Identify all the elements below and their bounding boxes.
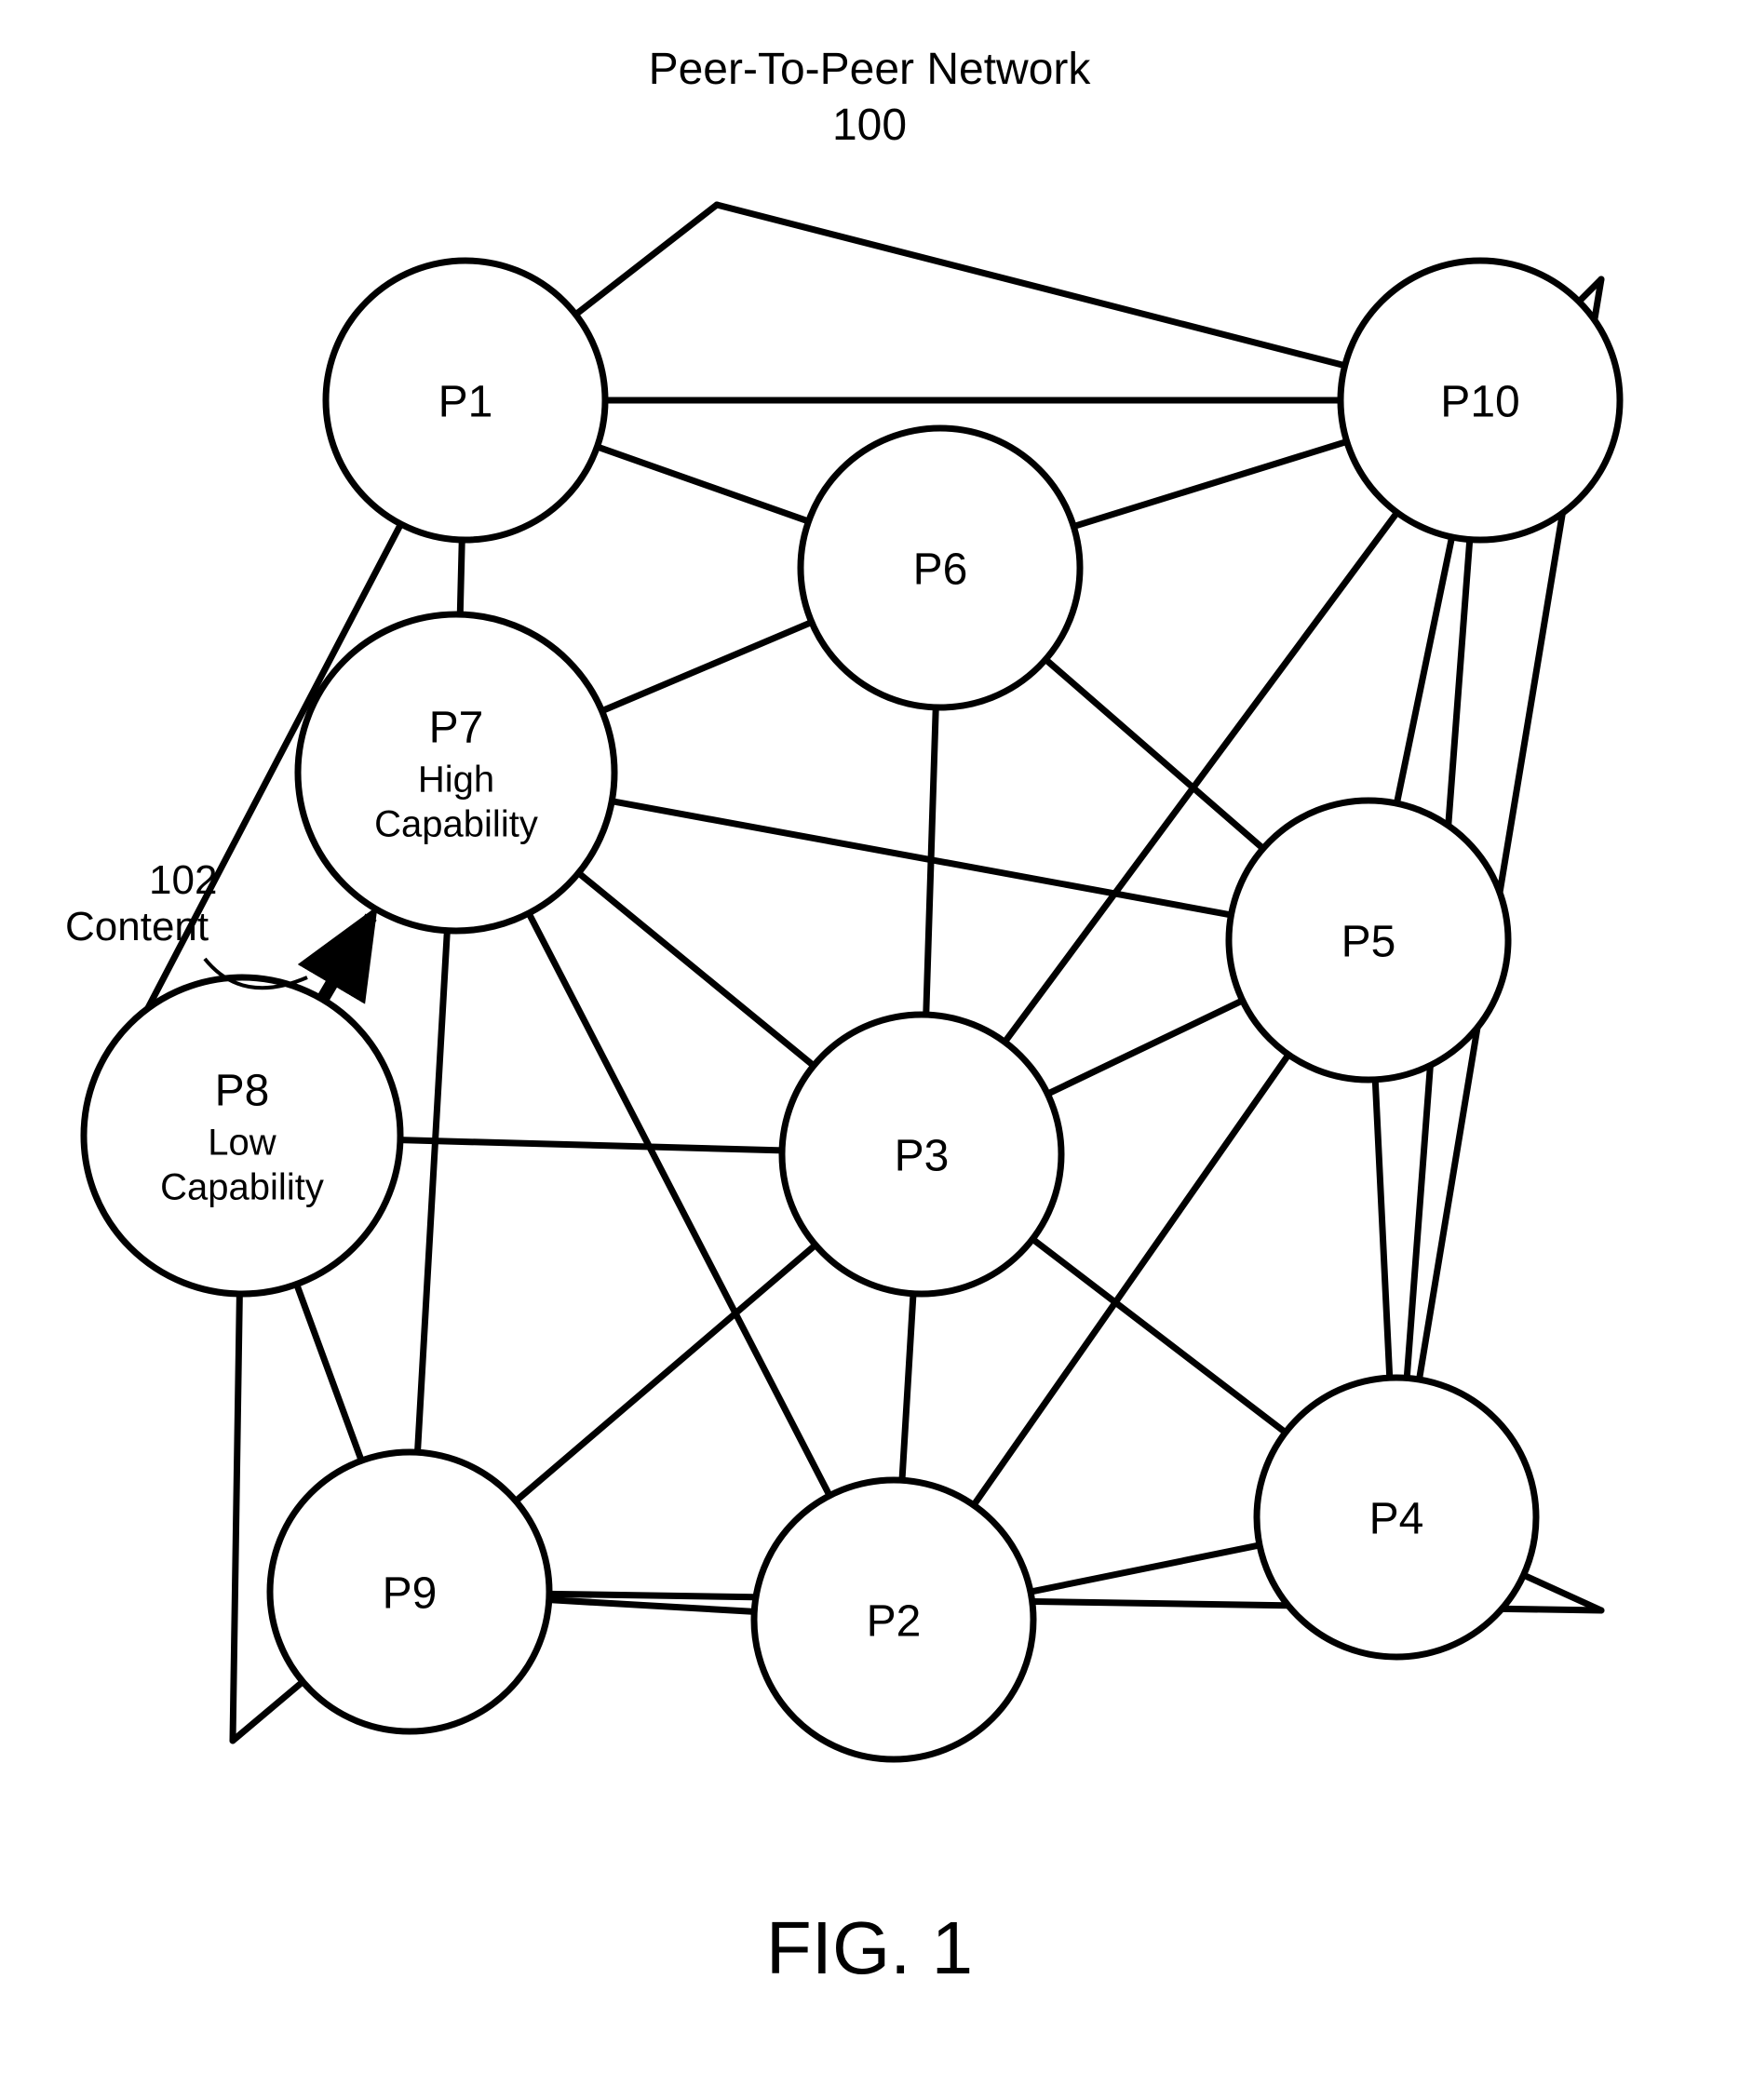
node-P2: P2	[754, 1480, 1033, 1759]
edge-P5-P3	[1047, 1001, 1242, 1094]
node-P8-sub-0: Low	[208, 1123, 276, 1164]
edge-P8-P3	[400, 1140, 782, 1151]
node-P8-sub-1: Capability	[160, 1167, 324, 1208]
node-P6-label: P6	[913, 545, 968, 595]
boundary-edge	[1524, 1575, 1601, 1610]
edge-P6-P10	[1073, 441, 1346, 526]
node-P8-label: P8	[215, 1067, 270, 1116]
annotation-text: Content	[65, 904, 209, 949]
node-P7: P7 HighCapability	[298, 614, 614, 931]
edge-P8-P9	[297, 1285, 362, 1461]
edge-P9-P2	[549, 1600, 754, 1612]
edge-P6-P7	[602, 622, 812, 710]
edge-P1-P7	[460, 540, 462, 614]
node-P2-label: P2	[867, 1597, 922, 1647]
node-P8: P8 LowCapability	[84, 977, 400, 1294]
edge-P2-P4	[1031, 1545, 1260, 1592]
node-P9: P9	[270, 1452, 549, 1731]
node-P10: P10	[1341, 261, 1620, 540]
node-P4-label: P4	[1369, 1495, 1424, 1544]
node-P7-sub-0: High	[418, 760, 494, 801]
diagram-title-ref: 100	[832, 101, 907, 150]
edge-P7-P9	[418, 931, 448, 1453]
edge-P1-P6	[597, 447, 808, 521]
annotation-ref: 102	[149, 857, 217, 903]
node-P4: P4	[1257, 1378, 1536, 1657]
node-P5-label: P5	[1341, 918, 1396, 967]
node-P3-label: P3	[895, 1132, 950, 1181]
diagram-title: Peer-To-Peer Network	[649, 45, 1092, 94]
node-P5: P5	[1229, 801, 1508, 1080]
content-arrow	[322, 917, 371, 1000]
node-P1: P1	[326, 261, 605, 540]
node-P3: P3	[782, 1015, 1061, 1294]
node-P1-label: P1	[438, 378, 493, 427]
figure-caption: FIG. 1	[766, 1906, 973, 1989]
edge-P3-P4	[1032, 1239, 1286, 1433]
node-P10-label: P10	[1440, 378, 1519, 427]
edge-P7-P3	[578, 873, 814, 1066]
node-P9-label: P9	[383, 1569, 438, 1619]
nodes-group: P1P10P6P7HighCapabilityP5P8LowCapability…	[84, 261, 1620, 1759]
edge-P10-P5	[1396, 537, 1451, 803]
edge-P3-P2	[902, 1294, 913, 1481]
node-P7-label: P7	[429, 704, 484, 753]
boundary-edge	[575, 205, 717, 315]
edge-P6-P5	[1045, 659, 1263, 848]
edge-P7-P2	[529, 913, 829, 1496]
edge-P5-P4	[1375, 1080, 1390, 1378]
edge-P3-P9	[516, 1245, 816, 1501]
node-P6: P6	[801, 428, 1080, 707]
boundary-edge	[233, 1682, 303, 1741]
node-P7-sub-1: Capability	[374, 804, 538, 845]
boundary-edge	[233, 1294, 239, 1741]
boundary-edge	[717, 205, 1345, 366]
